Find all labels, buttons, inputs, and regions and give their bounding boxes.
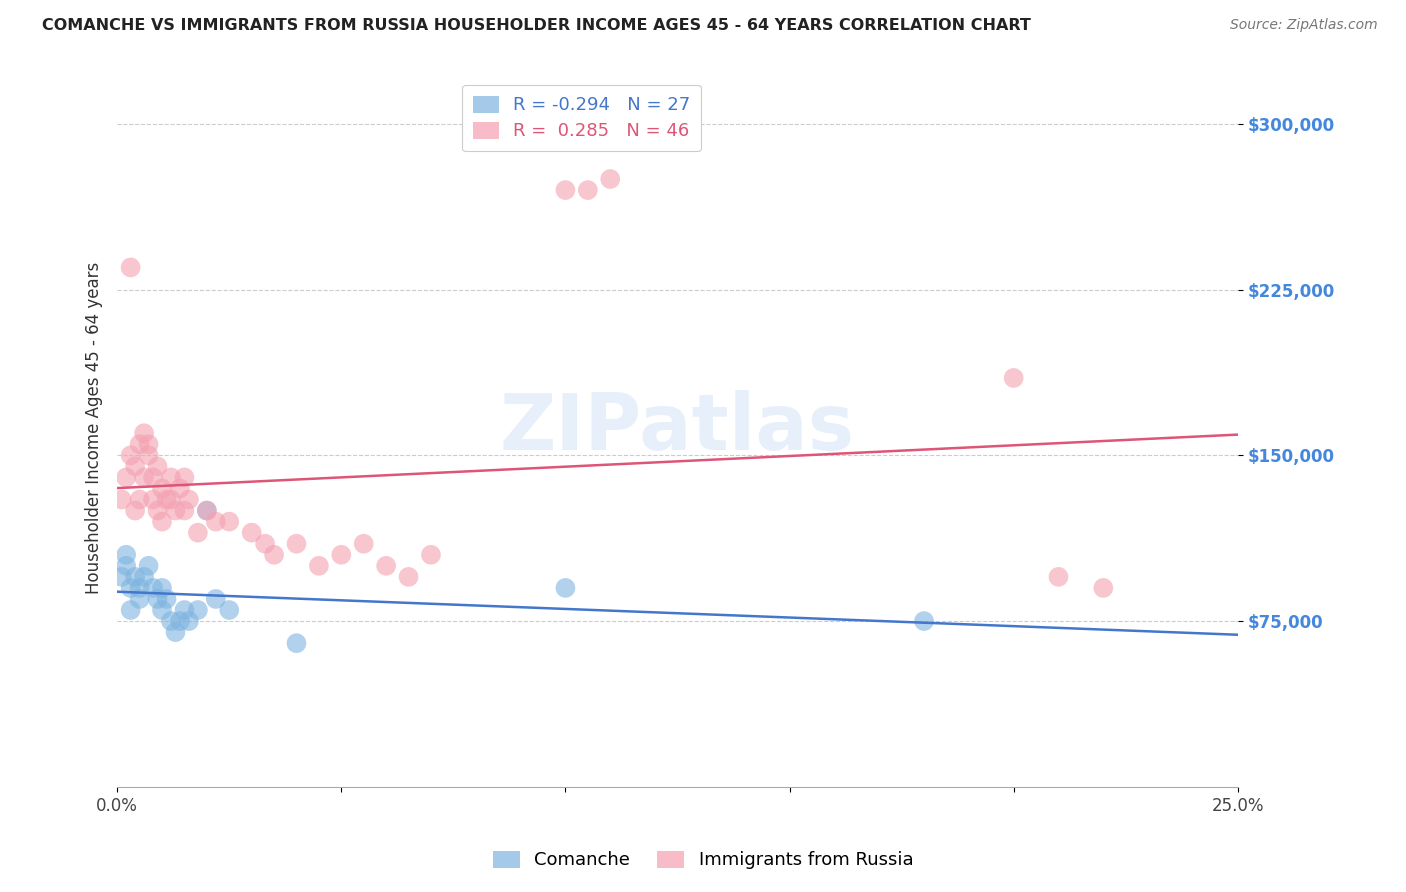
Point [218, 603, 240, 617]
Point [111, 570, 134, 584]
Point [138, 558, 160, 573]
Point [142, 581, 165, 595]
Point [1002, 371, 1025, 385]
Point [204, 591, 226, 606]
Point [115, 548, 138, 562]
Point [187, 603, 209, 617]
Point [128, 591, 150, 606]
Legend: R = -0.294   N = 27, R =  0.285   N = 46: R = -0.294 N = 27, R = 0.285 N = 46 [463, 85, 702, 152]
Point [150, 515, 173, 529]
Point [375, 558, 398, 573]
Point [353, 537, 375, 551]
Point [146, 503, 169, 517]
Point [128, 581, 150, 595]
Point [132, 426, 155, 441]
Point [128, 437, 150, 451]
Point [111, 492, 134, 507]
Point [173, 503, 195, 517]
Point [554, 581, 576, 595]
Point [120, 603, 142, 617]
Point [576, 183, 599, 197]
Point [115, 558, 138, 573]
Point [1047, 570, 1070, 584]
Point [254, 537, 277, 551]
Point [124, 570, 146, 584]
Point [599, 172, 621, 186]
Point [146, 591, 169, 606]
Point [240, 525, 263, 540]
Point [398, 570, 420, 584]
Legend: Comanche, Immigrants from Russia: Comanche, Immigrants from Russia [484, 842, 922, 879]
Point [308, 558, 330, 573]
Point [120, 581, 142, 595]
Point [150, 482, 173, 496]
Point [204, 515, 226, 529]
Point [160, 492, 183, 507]
Point [195, 503, 218, 517]
Point [115, 470, 138, 484]
Point [142, 492, 165, 507]
Point [150, 581, 173, 595]
Point [263, 548, 285, 562]
Point [124, 503, 146, 517]
Point [1092, 581, 1115, 595]
Y-axis label: Householder Income Ages 45 - 64 years: Householder Income Ages 45 - 64 years [86, 261, 103, 594]
Point [128, 492, 150, 507]
Text: ZIPatlas: ZIPatlas [501, 390, 855, 466]
Point [169, 482, 191, 496]
Point [912, 614, 935, 628]
Point [155, 492, 177, 507]
Point [138, 437, 160, 451]
Text: Source: ZipAtlas.com: Source: ZipAtlas.com [1230, 18, 1378, 32]
Point [285, 537, 308, 551]
Point [195, 503, 218, 517]
Point [138, 448, 160, 462]
Point [165, 625, 187, 640]
Point [187, 525, 209, 540]
Point [218, 515, 240, 529]
Point [165, 503, 187, 517]
Point [177, 614, 200, 628]
Point [132, 570, 155, 584]
Text: COMANCHE VS IMMIGRANTS FROM RUSSIA HOUSEHOLDER INCOME AGES 45 - 64 YEARS CORRELA: COMANCHE VS IMMIGRANTS FROM RUSSIA HOUSE… [42, 18, 1031, 33]
Point [120, 448, 142, 462]
Point [142, 470, 165, 484]
Point [169, 614, 191, 628]
Point [146, 459, 169, 474]
Point [177, 492, 200, 507]
Point [173, 470, 195, 484]
Point [420, 548, 443, 562]
Point [124, 459, 146, 474]
Point [330, 548, 353, 562]
Point [150, 603, 173, 617]
Point [160, 470, 183, 484]
Point [155, 591, 177, 606]
Point [285, 636, 308, 650]
Point [173, 603, 195, 617]
Point [554, 183, 576, 197]
Point [132, 470, 155, 484]
Point [120, 260, 142, 275]
Point [160, 614, 183, 628]
